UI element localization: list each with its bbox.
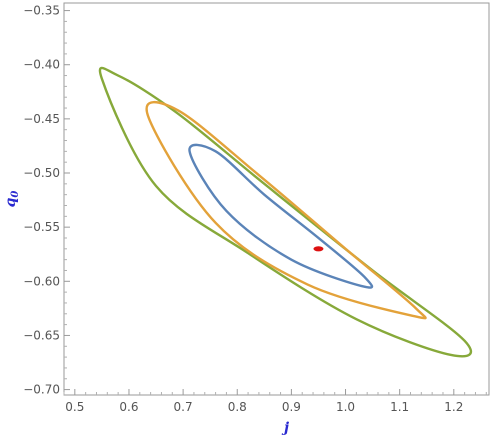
y-tick-label: −0.65: [23, 328, 60, 342]
y-axis-label-main: q: [3, 197, 19, 207]
y-tick-label: −0.40: [23, 58, 60, 72]
x-tick-label: 0.7: [174, 400, 193, 414]
y-tick-label: −0.60: [23, 274, 60, 288]
plot-frame: [63, 2, 490, 396]
x-tick-label: 1.0: [336, 400, 355, 414]
x-tick-label: 0.8: [228, 400, 247, 414]
y-tick-labels: −0.35 −0.40 −0.45 −0.50 −0.55 −0.60 −0.65 −0.70: [23, 4, 60, 397]
y-axis-label-subscript: 0: [10, 191, 21, 198]
y-axis-label-text: q0: [3, 191, 21, 208]
x-tick-label: 0.6: [119, 400, 138, 414]
axis-ticks: [63, 10, 487, 395]
y-axis-label: q0: [3, 191, 21, 208]
y-tick-label: −0.45: [23, 112, 60, 126]
x-tick-label: 1.2: [444, 400, 463, 414]
y-tick-label: −0.35: [23, 4, 60, 18]
y-tick-label: −0.70: [23, 383, 60, 397]
contour-lines: [98, 66, 473, 358]
x-axis-label: j: [281, 420, 289, 436]
x-tick-label: 1.1: [390, 400, 409, 414]
x-tick-labels: 0.5 0.6 0.7 0.8 0.9 1.0 1.1 1.2: [65, 400, 463, 414]
contour-2-sigma: [145, 100, 427, 320]
x-tick-label: 0.5: [65, 400, 84, 414]
y-tick-label: −0.55: [23, 220, 60, 234]
y-tick-label: −0.50: [23, 166, 60, 180]
contour-1-sigma: [188, 143, 374, 289]
best-fit-point: [313, 246, 324, 252]
x-tick-label: 0.9: [282, 400, 301, 414]
contour-3-sigma: [98, 66, 473, 358]
